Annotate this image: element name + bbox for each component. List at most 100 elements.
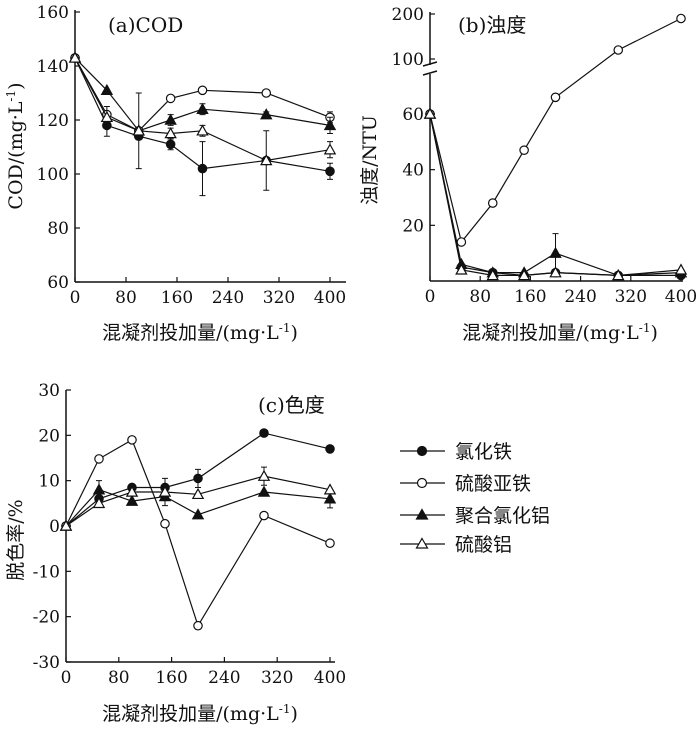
- data-point-open-circle: [519, 145, 529, 155]
- data-point-filled-circle: [197, 163, 208, 174]
- x-tick-label: 320: [615, 287, 647, 307]
- data-point-open-circle: [165, 93, 176, 104]
- panel-title: (c)色度: [258, 393, 325, 417]
- legend-label: 氯化铁: [455, 441, 512, 463]
- data-point-filled-circle: [165, 139, 176, 150]
- x-tick-label: 320: [263, 288, 295, 308]
- data-point-open-triangle: [257, 469, 271, 481]
- data-point-filled-circle: [259, 428, 269, 438]
- legend-item-aluminum-sulfate: 硫酸铝: [400, 534, 512, 556]
- data-point-open-circle: [127, 435, 137, 445]
- y-axis-label: COD/(mg·L-1): [4, 82, 27, 209]
- data-point-open-triangle: [323, 143, 337, 155]
- data-point-open-circle: [487, 198, 498, 208]
- data-point-open-triangle: [125, 485, 139, 497]
- data-point-open-circle: [259, 510, 269, 521]
- data-point-filled-triangle: [191, 508, 205, 520]
- data-point-filled-circle: [325, 166, 335, 177]
- legend-item-ferrous-sulfate: 硫酸亚铁: [400, 473, 531, 495]
- x-tick-label: 320: [261, 668, 293, 688]
- legend-marker-open-circle: [416, 477, 428, 489]
- legend-item-ferric-chloride: 氯化铁: [400, 441, 512, 463]
- data-point-open-circle: [676, 13, 686, 24]
- data-point-open-triangle: [191, 487, 205, 500]
- y-tick-label: 160: [37, 3, 69, 23]
- data-point-open-triangle: [132, 124, 145, 136]
- x-tick-label: 0: [70, 288, 81, 308]
- series-line: [429, 17, 682, 244]
- legend-marker-filled-circle: [416, 445, 428, 457]
- data-point-open-triangle: [260, 154, 273, 166]
- data-point-open-triangle: [158, 485, 172, 497]
- data-point-open-triangle: [68, 51, 82, 63]
- data-point-filled-triangle: [257, 485, 271, 497]
- x-tick-label: 160: [155, 668, 187, 688]
- data-point-open-triangle: [100, 110, 114, 123]
- y-tick-label: 20: [38, 426, 60, 446]
- data-point-open-triangle: [517, 268, 531, 281]
- y-tick-label: 120: [37, 111, 69, 131]
- y-tick-label: 10: [38, 472, 60, 492]
- data-point-filled-triangle: [196, 102, 209, 114]
- data-point-filled-triangle: [260, 108, 273, 120]
- data-point-filled-circle: [193, 473, 203, 484]
- panel-cod: (a)COD COD/(mg·L-1) 混凝剂投加量/(mg·L-1) 0 80 1…: [4, 3, 346, 344]
- data-point-open-circle: [550, 92, 561, 103]
- y-tick-label: 140: [37, 57, 69, 77]
- x-axis-label: 混凝剂投加量/(mg·L-1): [462, 321, 658, 344]
- data-point-open-triangle: [486, 268, 499, 281]
- data-point-filled-triangle: [323, 492, 337, 504]
- data-point-open-triangle: [423, 107, 437, 119]
- data-point-open-circle: [456, 237, 467, 247]
- axis-break-mark: [422, 61, 438, 76]
- y-tick-label: 100: [392, 50, 424, 70]
- series-circle-open: [61, 435, 335, 631]
- legend-marker-filled-triangle: [415, 508, 429, 520]
- x-tick-label: 400: [314, 288, 346, 308]
- legend: 氯化铁 硫酸亚铁 聚合氯化铝 硫酸铝: [400, 441, 550, 556]
- data-point-filled-triangle: [323, 118, 337, 131]
- x-tick-label: 400: [314, 668, 346, 688]
- panel-turbidity: (b)浊度 浊度/NTU 混凝剂投加量/(mg·L-1) 0 80 160 240 32…: [359, 5, 697, 344]
- data-point-open-triangle: [674, 263, 688, 275]
- data-point-filled-triangle: [164, 113, 177, 125]
- y-tick-label: 200: [392, 5, 424, 25]
- series-line: [65, 439, 331, 628]
- x-tick-label: 80: [108, 668, 130, 688]
- data-point-filled-triangle: [92, 483, 106, 495]
- y-tick-label: -30: [33, 653, 60, 673]
- x-tick-label: 240: [212, 288, 244, 308]
- y-axis-label: 脱色率/%: [5, 499, 27, 580]
- data-point-filled-triangle: [125, 494, 139, 506]
- x-tick-label: 0: [61, 668, 72, 688]
- y-tick-label: 80: [47, 219, 69, 239]
- data-point-open-triangle: [612, 268, 625, 281]
- data-point-open-circle: [193, 620, 203, 631]
- y-tick-label: 100: [37, 165, 69, 185]
- data-point-open-circle: [160, 518, 170, 529]
- panel-title: (a)COD: [108, 13, 183, 37]
- data-point-open-triangle: [196, 124, 209, 136]
- x-tick-label: 160: [514, 287, 546, 307]
- data-point-filled-circle: [325, 444, 335, 454]
- y-tick-label: 30: [38, 381, 60, 401]
- y-tick-label: 0: [49, 517, 60, 537]
- data-point-open-circle: [325, 538, 335, 549]
- data-point-open-triangle: [59, 519, 73, 531]
- y-tick-label: -20: [33, 608, 60, 628]
- legend-label: 聚合氯化铝: [455, 505, 550, 527]
- x-tick-label: 240: [564, 287, 596, 307]
- data-point-open-circle: [197, 85, 208, 96]
- x-axis-label: 混凝剂投加量/(mg·L-1): [102, 321, 298, 344]
- legend-label: 硫酸亚铁: [455, 473, 531, 495]
- x-tick-label: 240: [208, 668, 240, 688]
- x-tick-label: 160: [161, 288, 193, 308]
- x-tick-label: 80: [115, 288, 137, 308]
- data-point-open-triangle: [164, 127, 177, 139]
- data-point-open-triangle: [92, 496, 106, 509]
- panel-color: (c)色度 脱色率/% 混凝剂投加量/(mg·L-1) 0 80 160 240 320…: [5, 381, 346, 725]
- y-tick-label: 20: [402, 216, 424, 236]
- data-point-filled-triangle: [549, 246, 562, 258]
- data-point-open-triangle: [455, 263, 468, 275]
